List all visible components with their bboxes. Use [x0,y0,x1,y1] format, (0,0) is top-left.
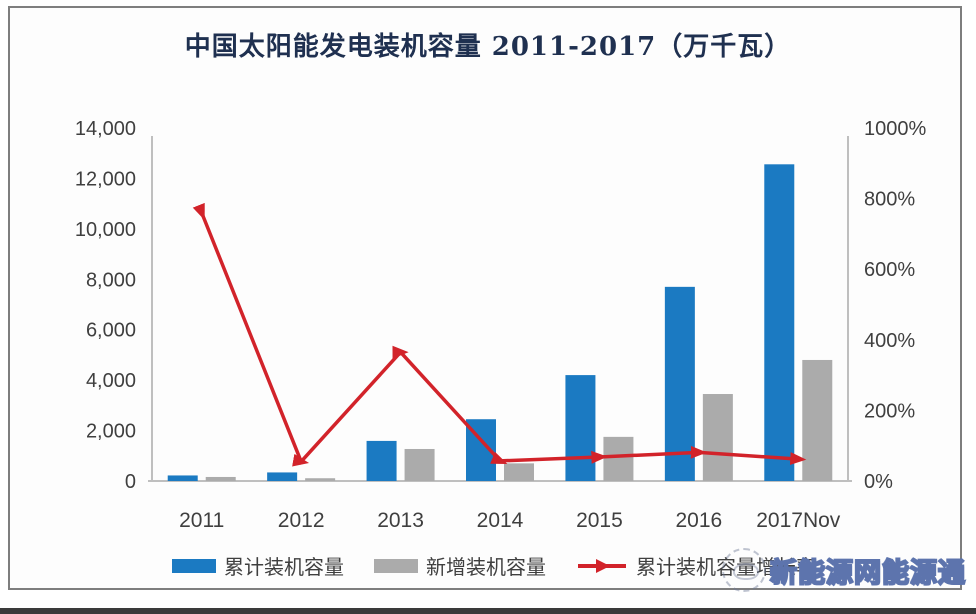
x-axis-label: 2012 [278,509,325,532]
legend-line-arrow-icon [578,558,626,573]
y-axis-left-tick-label: 4,000 [86,370,136,392]
bar-new-2013 [404,448,435,481]
bar-new-2017Nov [802,359,833,481]
y-axis-right-tick-label: 1000% [864,118,926,140]
bottom-border-bar [0,608,976,614]
bar-cumulative-2017Nov [764,164,795,481]
bar-new-2012 [305,478,336,481]
y-axis-right-tick-label: 400% [864,330,915,352]
legend-item-new: 新增装机容量 [374,551,546,580]
chart-title: 中国太阳能发电装机容量 2011-2017（万千瓦） [184,32,792,62]
legend-label-cumulative: 累计装机容量 [224,557,344,579]
bar-cumulative-2012 [267,472,298,481]
legend-item-cumulative: 累计装机容量 [172,551,344,580]
y-axis-left-tick-label: 8,000 [86,269,136,291]
watermark: 新能源网能源通 [722,548,966,592]
y-axis-left-tick-label: 0 [125,471,136,493]
legend-label-new: 新增装机容量 [426,557,546,579]
y-axis-right-tick-label: 0% [864,471,893,493]
y-axis-left-tick-label: 14,000 [75,118,136,140]
growth-rate-line [192,202,807,467]
bar-new-2015 [603,436,634,481]
legend-swatch-gray-icon [374,558,418,573]
x-axis-label: 2017Nov [756,509,841,532]
y-axis-left-tick-label: 2,000 [86,421,136,443]
x-axis-label: 2013 [377,509,424,532]
legend-swatch-blue-icon [172,558,216,573]
y-axis-left-tick-label: 6,000 [86,320,136,342]
y-axis-right-tick-label: 200% [864,400,915,422]
bar-new-2014 [504,463,534,481]
chart-legend: 累计装机容量 新增装机容量 累计装机容量增长率 [172,551,816,580]
bar-cumulative-2011 [167,475,198,481]
x-axis-label: 2015 [576,509,623,532]
watermark-logo-icon [722,548,766,592]
bar-new-2011 [205,476,236,481]
bar-new-2016 [702,394,733,481]
x-axis-label: 2011 [179,509,224,532]
x-axis-label: 2016 [675,509,722,532]
y-axis-left-tick-label: 10,000 [75,219,136,241]
x-axis-label: 2014 [477,509,524,532]
y-axis-right-tick-label: 600% [864,259,915,281]
bar-cumulative-2015 [565,375,596,481]
bar-cumulative-2013 [366,440,397,481]
watermark-text: 新能源网能源通 [769,557,966,589]
y-axis-right-tick-label: 800% [864,189,915,211]
y-axis-left-tick-label: 12,000 [75,168,136,190]
